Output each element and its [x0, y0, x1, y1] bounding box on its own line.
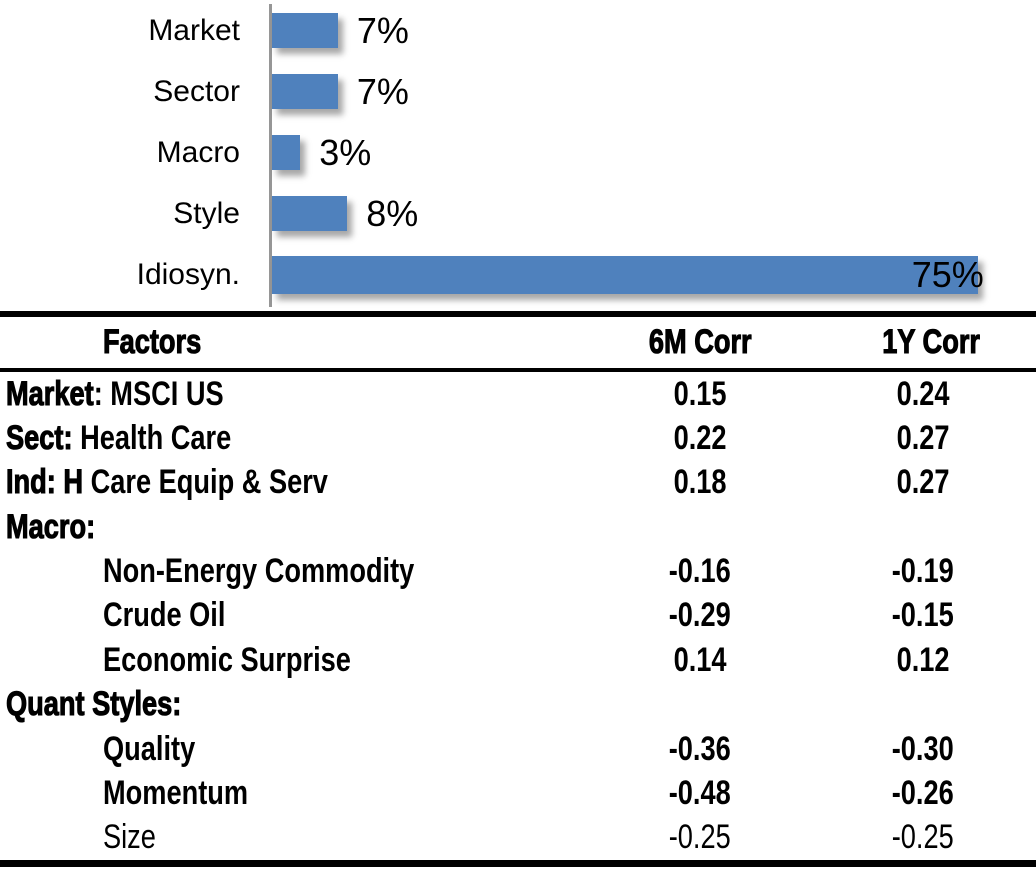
table-row-quality: Quality -0.36 -0.30: [0, 727, 1036, 771]
column-header-6m-corr: 6M Corr: [648, 322, 752, 361]
table-header-row: Factors 6M Corr 1Y Corr: [0, 317, 1036, 368]
chart-bar-row-market: Market 7%: [0, 0, 1036, 61]
chart-bar-row-idiosyn: Idiosyn. 75%: [0, 244, 1036, 305]
chart-category-label: Idiosyn.: [136, 257, 240, 291]
corr-1y-cell: -0.26: [892, 773, 954, 812]
corr-1y-cell: [870, 685, 1036, 724]
corr-1y-cell: -0.15: [892, 596, 954, 635]
corr-6m-cell: -0.29: [669, 596, 731, 635]
bar-macro: [272, 135, 301, 170]
chart-category-label: Macro: [156, 135, 240, 169]
corr-6m-cell: [530, 508, 870, 547]
bar-sector: [272, 74, 338, 109]
table-row-market: Market: MSCI US 0.15 0.24: [0, 372, 1036, 416]
chart-value-label: 8%: [366, 192, 419, 234]
chart-value-label: 7%: [356, 9, 409, 51]
table-row-size: Size -0.25 -0.25: [0, 816, 1036, 860]
corr-1y-cell: [870, 508, 1036, 547]
table-rule-bottom: [0, 859, 1036, 867]
column-header-factors: Factors: [103, 322, 202, 361]
factor-cell: Size: [103, 818, 156, 857]
corr-1y-cell: -0.25: [892, 818, 954, 857]
chart-value-label: 75%: [911, 253, 984, 295]
factor-cell: Non-Energy Commodity: [103, 552, 415, 591]
table-row-sector: Sect: Health Care 0.22 0.27: [0, 416, 1036, 460]
corr-1y-cell: 0.27: [896, 419, 950, 458]
corr-6m-cell: 0.14: [673, 640, 727, 679]
chart-category-label: Style: [173, 196, 240, 230]
corr-6m-cell: [530, 685, 870, 724]
chart-rows: Market 7% Sector 7% Macro 3%: [0, 0, 1036, 305]
corr-1y-cell: 0.12: [896, 640, 950, 679]
chart-value-label: 3%: [319, 131, 372, 173]
corr-6m-cell: -0.16: [669, 552, 731, 591]
corr-6m-cell: 0.18: [673, 463, 727, 502]
corr-1y-cell: -0.30: [892, 729, 954, 768]
chart-category-label: Sector: [153, 74, 240, 108]
factor-cell: Crude Oil: [103, 596, 226, 635]
table-row-momentum: Momentum -0.48 -0.26: [0, 771, 1036, 815]
table-rule-top: [0, 311, 1036, 317]
corr-1y-cell: 0.24: [896, 374, 950, 413]
corr-6m-cell: 0.22: [673, 419, 727, 458]
table-row-economic-surprise: Economic Surprise 0.14 0.12: [0, 638, 1036, 682]
factor-cell: Momentum: [103, 773, 249, 812]
bar-style: [272, 196, 348, 231]
column-header-1y-corr: 1Y Corr: [882, 322, 981, 361]
corr-1y-cell: -0.19: [892, 552, 954, 591]
table-row-macro-header: Macro:: [0, 505, 1036, 549]
chart-bar-row-macro: Macro 3%: [0, 122, 1036, 183]
chart-bar-row-style: Style 8%: [0, 183, 1036, 244]
chart-axis-line: [269, 4, 272, 307]
chart-value-label: 7%: [356, 70, 409, 112]
table-row-quant-styles-header: Quant Styles:: [0, 683, 1036, 727]
factor-correlation-table: Factors 6M Corr 1Y Corr Market: MSCI US …: [0, 311, 1036, 867]
risk-decomposition-bar-chart: Market 7% Sector 7% Macro 3%: [0, 0, 1036, 311]
factor-cell: Economic Surprise: [103, 640, 351, 679]
chart-category-label: Market: [148, 13, 240, 47]
corr-6m-cell: -0.25: [669, 818, 731, 857]
table-row-industry: Ind: H Care Equip & Serv 0.18 0.27: [0, 461, 1036, 505]
bar-idiosyn: [272, 255, 978, 294]
corr-6m-cell: -0.48: [669, 773, 731, 812]
factor-cell: Market: MSCI US: [6, 374, 224, 413]
table-row-non-energy-commodity: Non-Energy Commodity -0.16 -0.19: [0, 549, 1036, 593]
table-row-crude-oil: Crude Oil -0.29 -0.15: [0, 594, 1036, 638]
factor-cell: Quality: [103, 729, 196, 768]
bar-market: [272, 13, 338, 48]
corr-6m-cell: -0.36: [669, 729, 731, 768]
factor-cell: Quant Styles:: [6, 685, 182, 724]
corr-1y-cell: 0.27: [896, 463, 950, 502]
corr-6m-cell: 0.15: [673, 374, 727, 413]
factor-cell: Sect: Health Care: [6, 418, 232, 458]
chart-bar-row-sector: Sector 7%: [0, 61, 1036, 122]
factor-cell: Ind: H Care Equip & Serv: [6, 463, 328, 502]
table-rule-header-bottom: [0, 368, 1036, 372]
factor-cell: Macro:: [6, 507, 96, 546]
